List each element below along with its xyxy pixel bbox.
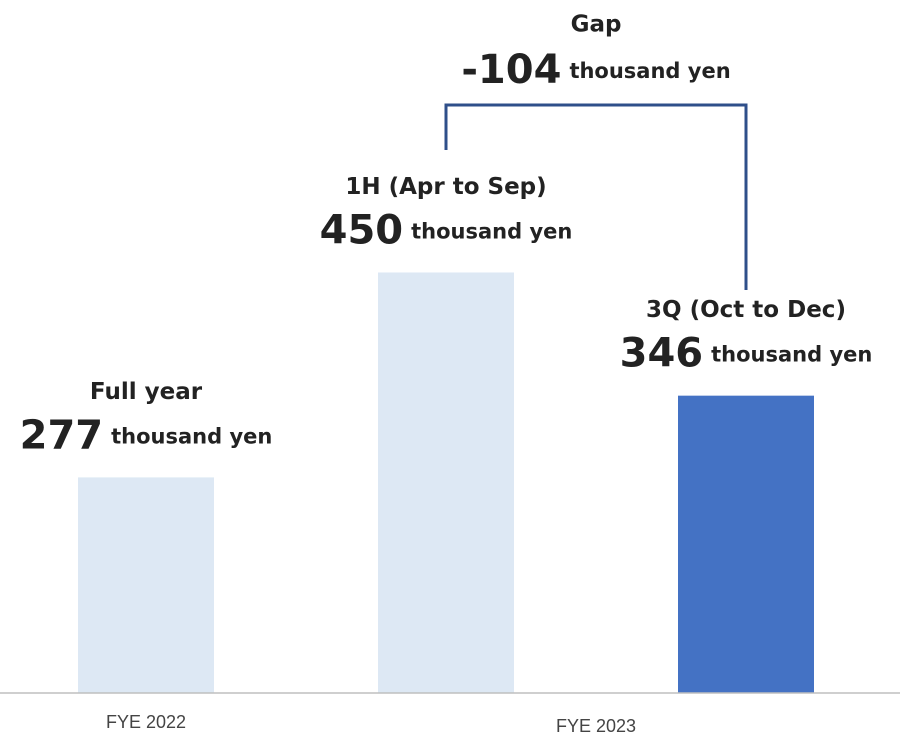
- value-number: 346: [620, 331, 704, 377]
- category-label: 3Q (Oct to Dec): [646, 297, 846, 323]
- group-label: FYE 2023: [556, 716, 636, 735]
- gap-bracket: [444, 103, 748, 290]
- value-label: 346 thousand yen: [620, 331, 873, 377]
- bar: [678, 395, 814, 693]
- value-label: -104 thousand yen: [461, 47, 730, 93]
- value-label: 450 thousand yen: [320, 207, 573, 253]
- group-label: FYE 2022: [106, 712, 186, 732]
- value-number: 277: [20, 412, 104, 458]
- annotation-value: -104: [461, 47, 561, 93]
- unit-label: thousand yen: [411, 219, 572, 243]
- bar: [378, 272, 514, 693]
- value-label: 277 thousand yen: [20, 412, 273, 458]
- unit-label: thousand yen: [711, 343, 872, 367]
- unit-label: thousand yen: [111, 424, 272, 448]
- annotation-label: Gap: [571, 12, 622, 38]
- value-number: 450: [320, 207, 404, 253]
- bar: [78, 477, 214, 693]
- category-label: Full year: [90, 379, 203, 405]
- unit-label: thousand yen: [569, 59, 730, 83]
- category-label: 1H (Apr to Sep): [345, 174, 546, 200]
